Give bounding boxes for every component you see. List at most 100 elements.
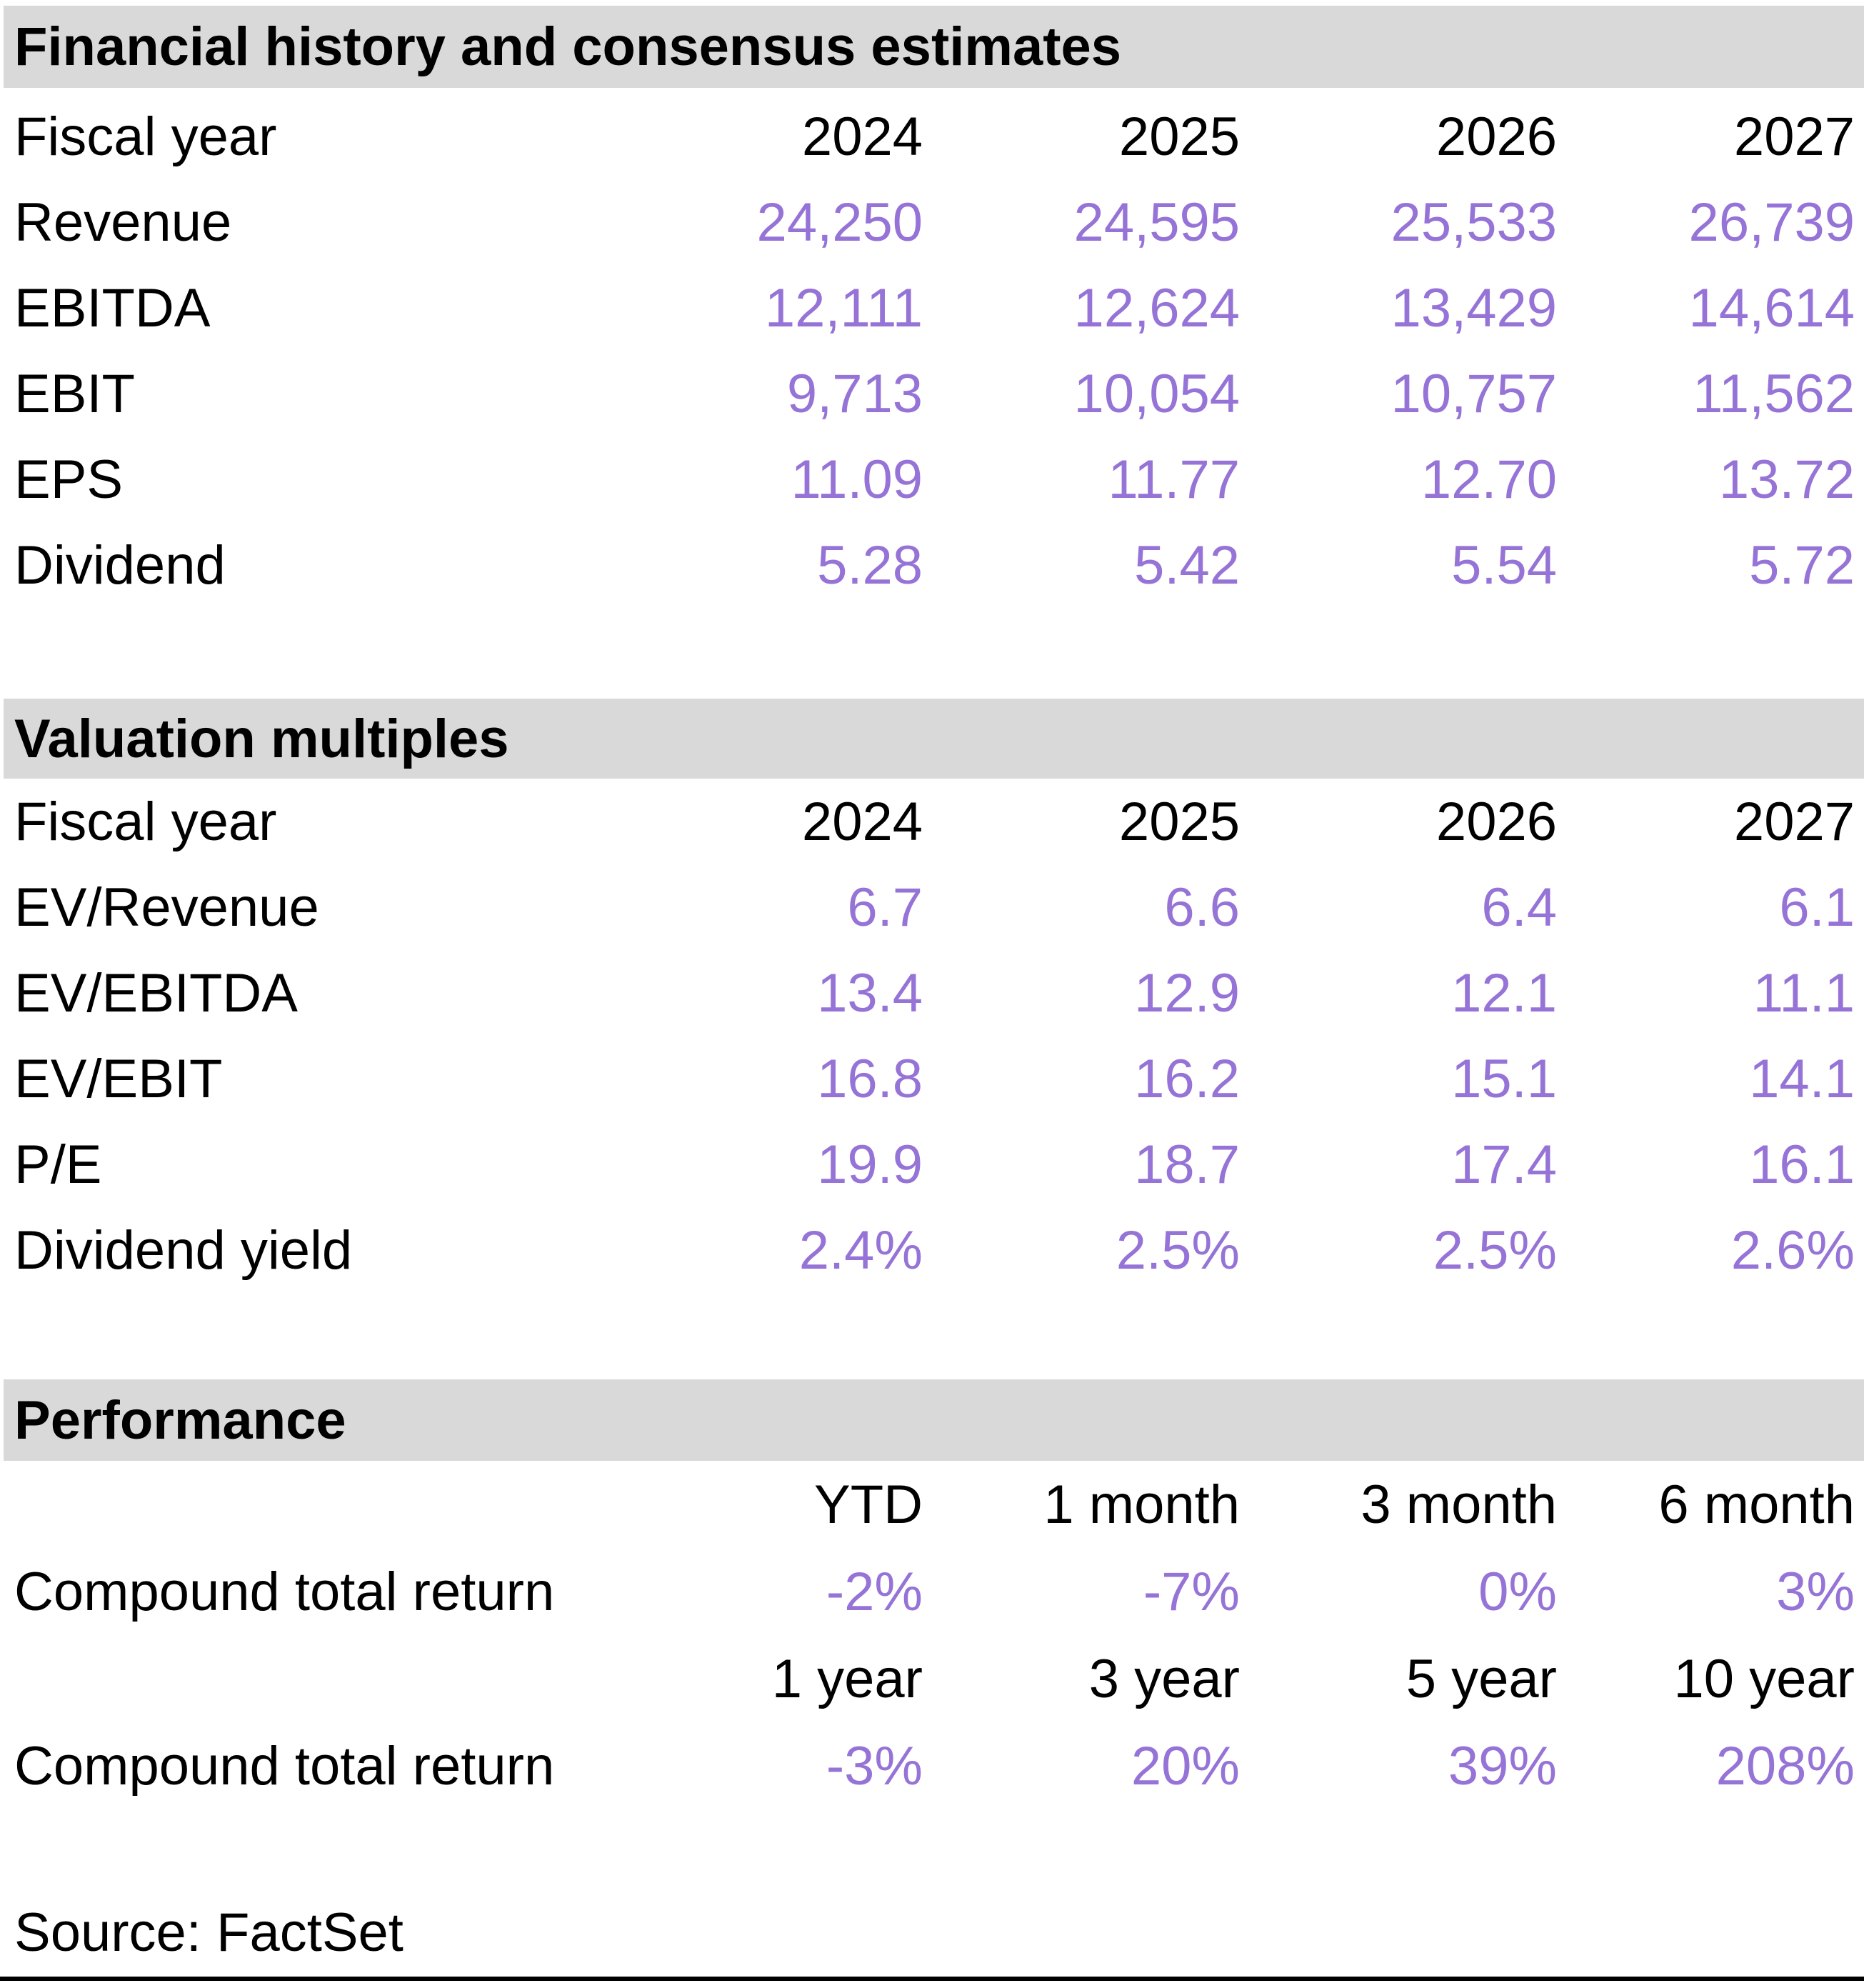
- cell-value: 16.1: [1749, 1134, 1855, 1195]
- financial-summary-page: Financial history and consensus estimate…: [0, 6, 1864, 1981]
- year-column-header: 2026: [1435, 791, 1557, 852]
- period-header-row: YTD 1 month 3 month 6 month: [0, 1461, 1864, 1548]
- period-column-header: 1 year: [771, 1648, 923, 1709]
- cell-value: -7%: [1143, 1561, 1240, 1622]
- cell-value: 12,624: [1073, 277, 1240, 339]
- cell-value: 3%: [1776, 1561, 1855, 1622]
- cell-value: 11.09: [791, 449, 923, 510]
- table-row-compound-total-return-short: Compound total return -2% -7% 0% 3%: [0, 1548, 1864, 1635]
- cell-value: 16.2: [1134, 1048, 1240, 1109]
- table-row-eps: EPS 11.09 11.77 12.70 13.72: [0, 436, 1864, 522]
- cell-value: 2.6%: [1730, 1219, 1855, 1281]
- cell-value: 19.9: [817, 1134, 923, 1195]
- row-label: EV/Revenue: [14, 876, 319, 938]
- row-label: EV/EBIT: [14, 1048, 223, 1109]
- row-label: Dividend yield: [14, 1219, 353, 1281]
- cell-value: 6.6: [1164, 876, 1240, 938]
- cell-value: 12.1: [1451, 962, 1557, 1024]
- table-row-ebitda: EBITDA 12,111 12,624 13,429 14,614: [0, 265, 1864, 351]
- cell-value: 12.9: [1134, 962, 1240, 1024]
- cell-value: 6.1: [1779, 876, 1855, 938]
- row-label: EBIT: [14, 363, 135, 424]
- cell-value: 20%: [1131, 1735, 1240, 1797]
- table-row-ev-ebitda: EV/EBITDA 13.4 12.9 12.1 11.1: [0, 950, 1864, 1036]
- table-row-dividend-yield: Dividend yield 2.4% 2.5% 2.5% 2.6%: [0, 1207, 1864, 1293]
- row-label: Compound total return: [14, 1561, 555, 1622]
- year-column-header: 2025: [1118, 106, 1240, 167]
- cell-value: 10,757: [1391, 363, 1557, 424]
- cell-value: 17.4: [1451, 1134, 1557, 1195]
- section-financial-history: Financial history and consensus estimate…: [0, 6, 1864, 608]
- row-label: Fiscal year: [14, 106, 277, 167]
- period-column-header: 5 year: [1405, 1648, 1557, 1709]
- period-column-header: YTD: [814, 1474, 923, 1535]
- cell-value: 11.77: [1108, 449, 1240, 510]
- cell-value: 6.4: [1481, 876, 1557, 938]
- row-label: EPS: [14, 449, 124, 510]
- cell-value: 12.70: [1420, 449, 1557, 510]
- section-header-valuation-multiples: Valuation multiples: [4, 699, 1864, 779]
- period-column-header: 6 month: [1658, 1474, 1855, 1535]
- row-label: Dividend: [14, 534, 226, 596]
- cell-value: 18.7: [1134, 1134, 1240, 1195]
- table-row-revenue: Revenue 24,250 24,595 25,533 26,739: [0, 179, 1864, 265]
- cell-value: 14,614: [1688, 277, 1855, 339]
- cell-value: 24,595: [1073, 191, 1240, 253]
- cell-value: 0%: [1478, 1561, 1557, 1622]
- cell-value: 208%: [1715, 1735, 1855, 1797]
- table-row-dividend: Dividend 5.28 5.42 5.54 5.72: [0, 522, 1864, 608]
- source-text: Source: FactSet: [14, 1902, 404, 1963]
- section-performance: Performance YTD 1 month 3 month 6 month …: [0, 1379, 1864, 1809]
- cell-value: 12,111: [764, 277, 923, 339]
- row-label: Compound total return: [14, 1735, 555, 1797]
- row-label: Fiscal year: [14, 791, 277, 852]
- year-column-header: 2024: [801, 791, 923, 852]
- cell-value: 11,562: [1693, 363, 1855, 424]
- financial-history-table: Fiscal year 2024 2025 2026 2027 Revenue …: [0, 88, 1864, 608]
- row-label: P/E: [14, 1134, 102, 1195]
- cell-value: 5.54: [1451, 534, 1557, 596]
- cell-value: 13.72: [1718, 449, 1855, 510]
- bottom-rule: [0, 1977, 1864, 1981]
- period-column-header: 3 month: [1361, 1474, 1557, 1535]
- cell-value: 5.28: [817, 534, 923, 596]
- cell-value: 6.7: [847, 876, 923, 938]
- row-label: EBITDA: [14, 277, 211, 339]
- section-title: Valuation multiples: [14, 708, 509, 769]
- section-title: Performance: [14, 1389, 346, 1451]
- cell-value: 9,713: [786, 363, 923, 424]
- cell-value: 5.42: [1134, 534, 1240, 596]
- table-row-ebit: EBIT 9,713 10,054 10,757 11,562: [0, 351, 1864, 436]
- cell-value: 15.1: [1451, 1048, 1557, 1109]
- row-label: Revenue: [14, 191, 232, 253]
- year-column-header: 2027: [1733, 791, 1855, 852]
- table-row-ev-revenue: EV/Revenue 6.7 6.6 6.4 6.1: [0, 864, 1864, 950]
- cell-value: 5.72: [1749, 534, 1855, 596]
- cell-value: 25,533: [1391, 191, 1557, 253]
- cell-value: 14.1: [1749, 1048, 1855, 1109]
- section-title: Financial history and consensus estimate…: [14, 16, 1122, 77]
- table-row-ev-ebit: EV/EBIT 16.8 16.2 15.1 14.1: [0, 1036, 1864, 1122]
- year-column-header: 2025: [1118, 791, 1240, 852]
- cell-value: 2.5%: [1433, 1219, 1557, 1281]
- period-column-header: 10 year: [1673, 1648, 1855, 1709]
- section-header-performance: Performance: [4, 1379, 1864, 1461]
- period-column-header: 3 year: [1088, 1648, 1240, 1709]
- fiscal-year-header-row: Fiscal year 2024 2025 2026 2027: [0, 779, 1864, 864]
- table-row-compound-total-return-long: Compound total return -3% 20% 39% 208%: [0, 1722, 1864, 1809]
- cell-value: 26,739: [1688, 191, 1855, 253]
- cell-value: 39%: [1448, 1735, 1557, 1797]
- cell-value: 13,429: [1391, 277, 1557, 339]
- cell-value: 11.1: [1753, 962, 1855, 1024]
- cell-value: 2.4%: [798, 1219, 923, 1281]
- period-column-header: 1 month: [1043, 1474, 1240, 1535]
- cell-value: 10,054: [1073, 363, 1240, 424]
- source-note: Source: FactSet: [0, 1889, 1864, 1977]
- year-column-header: 2026: [1435, 106, 1557, 167]
- year-column-header: 2024: [801, 106, 923, 167]
- cell-value: 16.8: [817, 1048, 923, 1109]
- performance-table: YTD 1 month 3 month 6 month Compound tot…: [0, 1461, 1864, 1809]
- row-label: EV/EBITDA: [14, 962, 298, 1024]
- year-column-header: 2027: [1733, 106, 1855, 167]
- cell-value: 13.4: [817, 962, 923, 1024]
